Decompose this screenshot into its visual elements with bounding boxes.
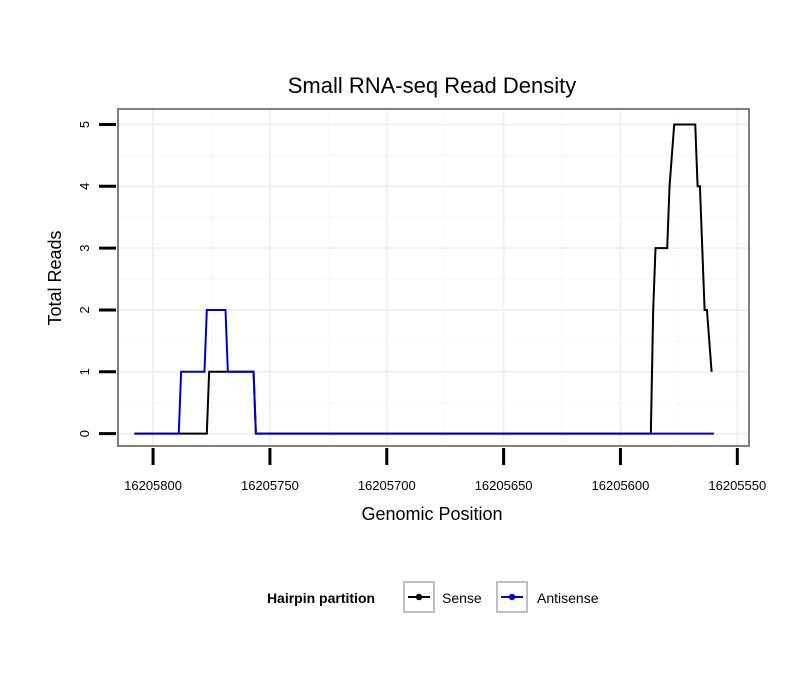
plot-panel — [117, 108, 750, 447]
y-tick-label: 2 — [77, 306, 92, 313]
x-tick-label: 16205600 — [592, 478, 650, 493]
y-tick-label: 3 — [77, 245, 92, 252]
y-tick-label: 4 — [77, 183, 92, 190]
y-tick-label: 0 — [77, 430, 92, 437]
series-line-antisense — [134, 308, 714, 435]
y-axis-title: Total Reads — [45, 230, 65, 325]
legend-dot-antisense — [508, 593, 516, 601]
x-tick-label: 16205700 — [358, 478, 416, 493]
axis-layer: 0 1 2 3 4 5 16205800 16205750 16205700 16205650 16… — [77, 121, 766, 493]
legend-label-antisense: Antisense — [537, 590, 599, 606]
legend-label-sense: Sense — [442, 590, 482, 606]
y-tick-label: 5 — [77, 121, 92, 128]
legend-item-antisense: Antisense — [496, 581, 599, 613]
y-tick-label: 1 — [77, 368, 92, 375]
series-layer — [134, 123, 714, 435]
x-axis-title: Genomic Position — [361, 504, 502, 524]
legend: Hairpin partition Sense Antisense — [267, 581, 599, 613]
legend-title: Hairpin partition — [267, 590, 375, 606]
chart-title: Small RNA-seq Read Density — [288, 73, 577, 98]
legend-item-sense: Sense — [403, 581, 482, 613]
x-tick-label: 16205750 — [241, 478, 299, 493]
x-tick-label: 16205800 — [124, 478, 182, 493]
x-tick-label: 16205550 — [708, 478, 766, 493]
x-tick-label: 16205650 — [475, 478, 533, 493]
legend-dot-sense — [415, 593, 423, 601]
